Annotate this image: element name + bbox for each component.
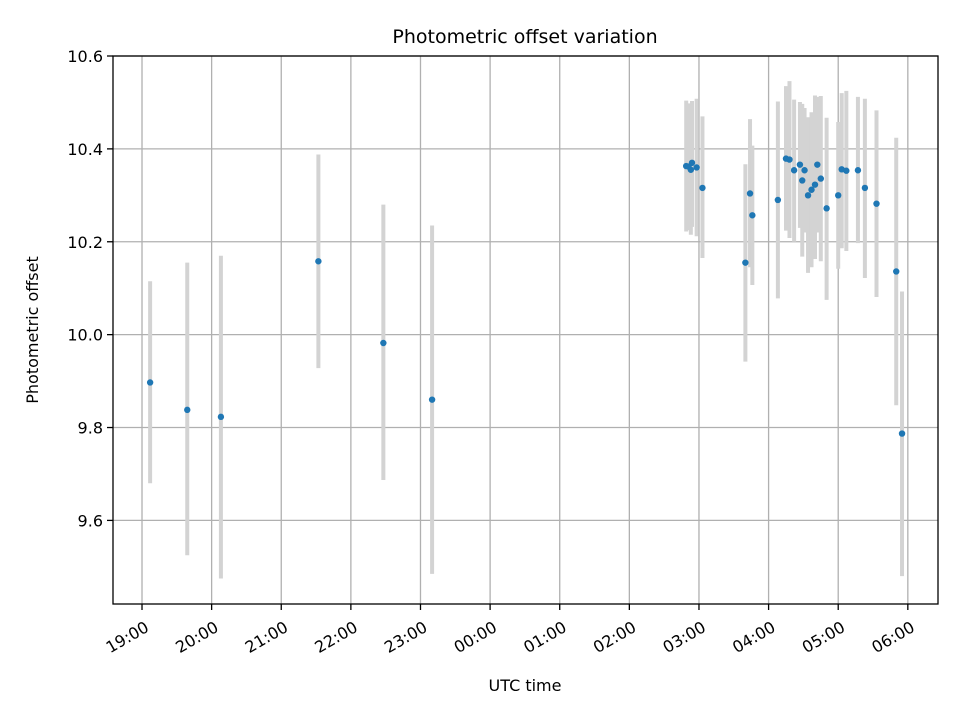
data-point [823,205,830,212]
data-point [854,167,862,174]
point-layer [146,155,906,437]
x-tick-label: 19:00 [103,617,152,657]
y-tick-label: 10.0 [67,326,103,345]
x-tick-label: 00:00 [451,617,500,657]
data-point [796,161,804,168]
data-point [873,200,880,207]
data-point [801,167,808,174]
data-point [217,413,225,421]
data-point [835,192,842,199]
y-tick-label: 9.8 [78,419,103,438]
data-point [699,184,706,192]
data-point [146,379,154,386]
errorbar-layer [148,81,905,579]
x-tick-label: 22:00 [311,617,360,657]
plot-frame [112,55,939,605]
x-tick-label: 21:00 [242,617,291,657]
x-axis-label: UTC time [489,676,562,695]
y-tick-label: 9.6 [78,511,103,530]
data-point [843,167,850,174]
x-tick-label: 06:00 [868,617,917,657]
data-point [898,430,906,437]
data-point [749,212,756,219]
x-tick-label: 20:00 [172,617,221,657]
chart-title: Photometric offset variation [392,26,657,48]
data-point [742,259,749,266]
data-point [746,190,754,197]
data-point [693,164,700,171]
y-axis-label: Photometric offset [23,256,42,404]
data-point [774,196,782,204]
data-point [790,167,798,174]
data-point [861,184,869,192]
y-tick-label: 10.6 [67,47,103,66]
data-point [315,258,322,265]
x-tick-label: 23:00 [381,617,430,657]
x-tick-label: 02:00 [590,617,639,657]
data-point [808,186,815,193]
data-point [811,181,819,188]
data-point [817,175,825,182]
data-point [799,177,806,184]
data-point [380,339,387,347]
data-point [814,161,821,168]
data-point [893,268,900,275]
x-tick-label: 01:00 [520,617,569,657]
data-point [688,159,696,167]
data-point [687,166,695,173]
data-point [804,192,812,199]
data-point [428,396,436,403]
x-tick-label: 03:00 [660,617,709,657]
data-point [786,156,793,163]
data-point [184,406,191,414]
x-tick-label: 04:00 [729,617,778,657]
y-tick-label: 10.4 [67,140,103,159]
x-tick-label: 05:00 [799,617,848,657]
y-tick-label: 10.2 [67,233,103,252]
